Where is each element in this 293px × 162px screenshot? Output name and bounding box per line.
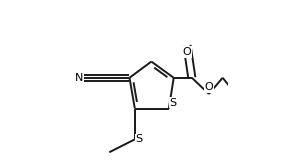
Text: N: N <box>75 73 83 83</box>
Text: S: S <box>170 98 177 108</box>
Text: S: S <box>136 134 143 144</box>
Text: O: O <box>183 47 191 57</box>
Text: O: O <box>205 82 213 92</box>
